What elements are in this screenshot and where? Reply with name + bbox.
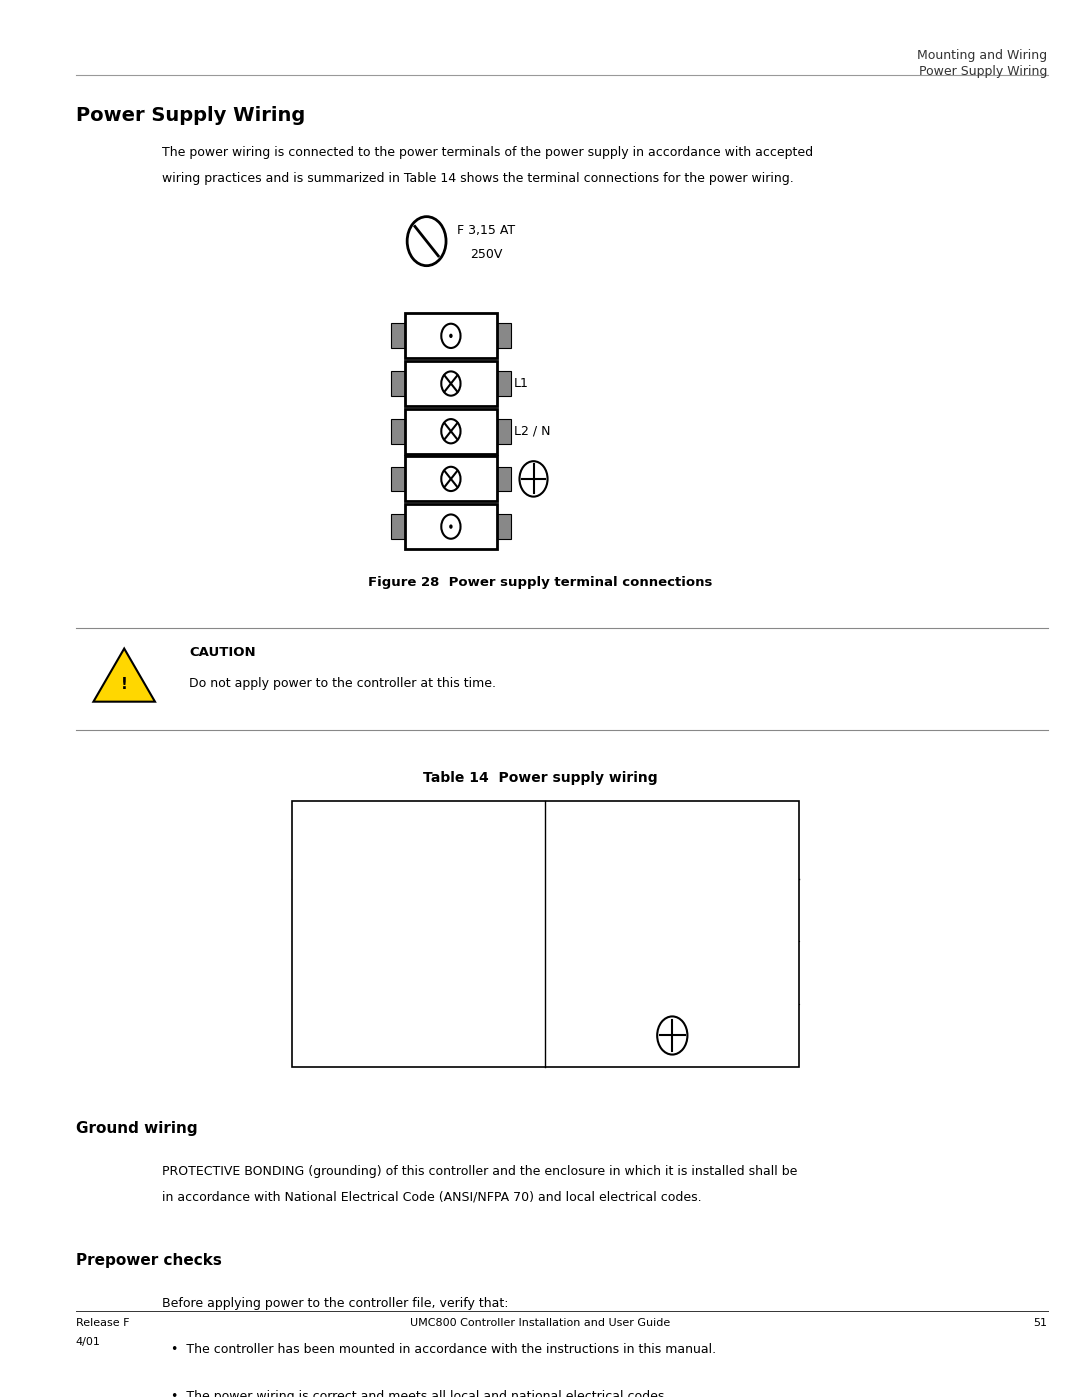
- Text: L1    (+ DC): L1 (+ DC): [635, 904, 710, 916]
- Text: Ground: Ground: [395, 1030, 442, 1042]
- FancyBboxPatch shape: [405, 409, 497, 454]
- FancyBboxPatch shape: [292, 800, 799, 1067]
- Text: Mounting and Wiring: Mounting and Wiring: [918, 49, 1048, 61]
- Text: Hot: Hot: [407, 904, 430, 916]
- Text: 250V: 250V: [470, 249, 502, 261]
- FancyBboxPatch shape: [391, 419, 405, 444]
- Circle shape: [449, 524, 453, 529]
- FancyBboxPatch shape: [391, 467, 405, 492]
- Text: Table 14  Power supply wiring: Table 14 Power supply wiring: [422, 771, 658, 785]
- FancyBboxPatch shape: [405, 360, 497, 407]
- Polygon shape: [94, 648, 156, 701]
- FancyBboxPatch shape: [497, 324, 511, 348]
- Text: L2 / N: L2 / N: [514, 425, 551, 437]
- Text: L2 / N (– DC): L2 / N (– DC): [633, 967, 712, 979]
- FancyBboxPatch shape: [497, 514, 511, 539]
- Text: wiring practices and is summarized in Table 14 shows the terminal connections fo: wiring practices and is summarized in Ta…: [162, 172, 794, 184]
- Text: 4/01: 4/01: [76, 1337, 100, 1347]
- Text: Figure 28  Power supply terminal connections: Figure 28 Power supply terminal connecti…: [368, 577, 712, 590]
- Text: 51: 51: [1034, 1317, 1048, 1327]
- Text: L1: L1: [514, 377, 529, 390]
- Text: Before applying power to the controller file, verify that:: Before applying power to the controller …: [162, 1296, 509, 1310]
- FancyBboxPatch shape: [405, 457, 497, 502]
- Text: Prepower checks: Prepower checks: [76, 1253, 221, 1268]
- Text: •  The power wiring is correct and meets all local and national electrical codes: • The power wiring is correct and meets …: [171, 1390, 669, 1397]
- Text: Neutral: Neutral: [395, 967, 442, 979]
- Text: UMC800 Controller Installation and User Guide: UMC800 Controller Installation and User …: [410, 1317, 670, 1327]
- Text: Release F: Release F: [76, 1317, 130, 1327]
- Circle shape: [449, 334, 453, 338]
- Text: •  The controller has been mounted in accordance with the instructions in this m: • The controller has been mounted in acc…: [171, 1344, 716, 1356]
- FancyBboxPatch shape: [391, 324, 405, 348]
- FancyBboxPatch shape: [497, 372, 511, 395]
- FancyBboxPatch shape: [405, 504, 497, 549]
- Text: CAUTION: CAUTION: [189, 645, 256, 659]
- Text: Connect to Power
Terminal Designated: Connect to Power Terminal Designated: [600, 826, 744, 855]
- FancyBboxPatch shape: [391, 372, 405, 395]
- Text: F 3,15 AT: F 3,15 AT: [457, 224, 515, 236]
- FancyBboxPatch shape: [497, 467, 511, 492]
- Text: Do not apply power to the controller at this time.: Do not apply power to the controller at …: [189, 678, 496, 690]
- Text: in accordance with National Electrical Code (ANSI/NFPA 70) and local electrical : in accordance with National Electrical C…: [162, 1190, 702, 1204]
- Text: Wire Designation: Wire Designation: [359, 834, 478, 847]
- Text: !: !: [121, 678, 127, 692]
- FancyBboxPatch shape: [497, 419, 511, 444]
- FancyBboxPatch shape: [391, 514, 405, 539]
- Text: Power Supply Wiring: Power Supply Wiring: [919, 66, 1048, 78]
- FancyBboxPatch shape: [405, 313, 497, 359]
- Text: Power Supply Wiring: Power Supply Wiring: [76, 106, 305, 126]
- Text: The power wiring is connected to the power terminals of the power supply in acco: The power wiring is connected to the pow…: [162, 145, 813, 159]
- Text: Ground wiring: Ground wiring: [76, 1122, 198, 1136]
- Text: PROTECTIVE BONDING (grounding) of this controller and the enclosure in which it : PROTECTIVE BONDING (grounding) of this c…: [162, 1165, 797, 1178]
